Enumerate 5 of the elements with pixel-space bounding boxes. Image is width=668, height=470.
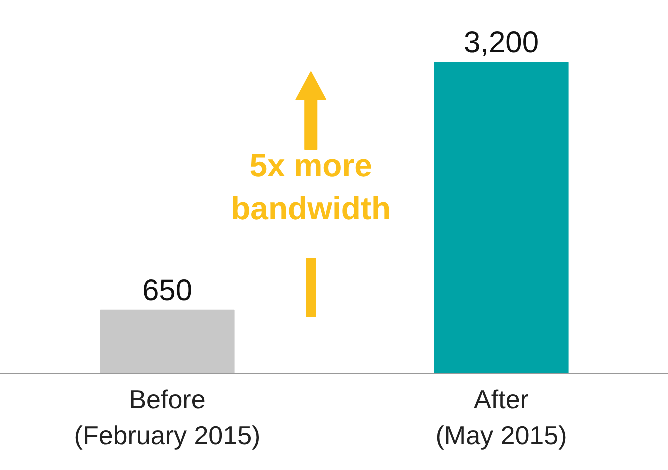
annotation: 5x more bandwidth	[231, 147, 392, 227]
data-label: 3,200	[464, 26, 540, 60]
x-tick-label: Before (February 2015)	[74, 384, 261, 450]
x-tick-label: After (May 2015)	[436, 384, 568, 450]
data-label: 650	[142, 274, 193, 308]
